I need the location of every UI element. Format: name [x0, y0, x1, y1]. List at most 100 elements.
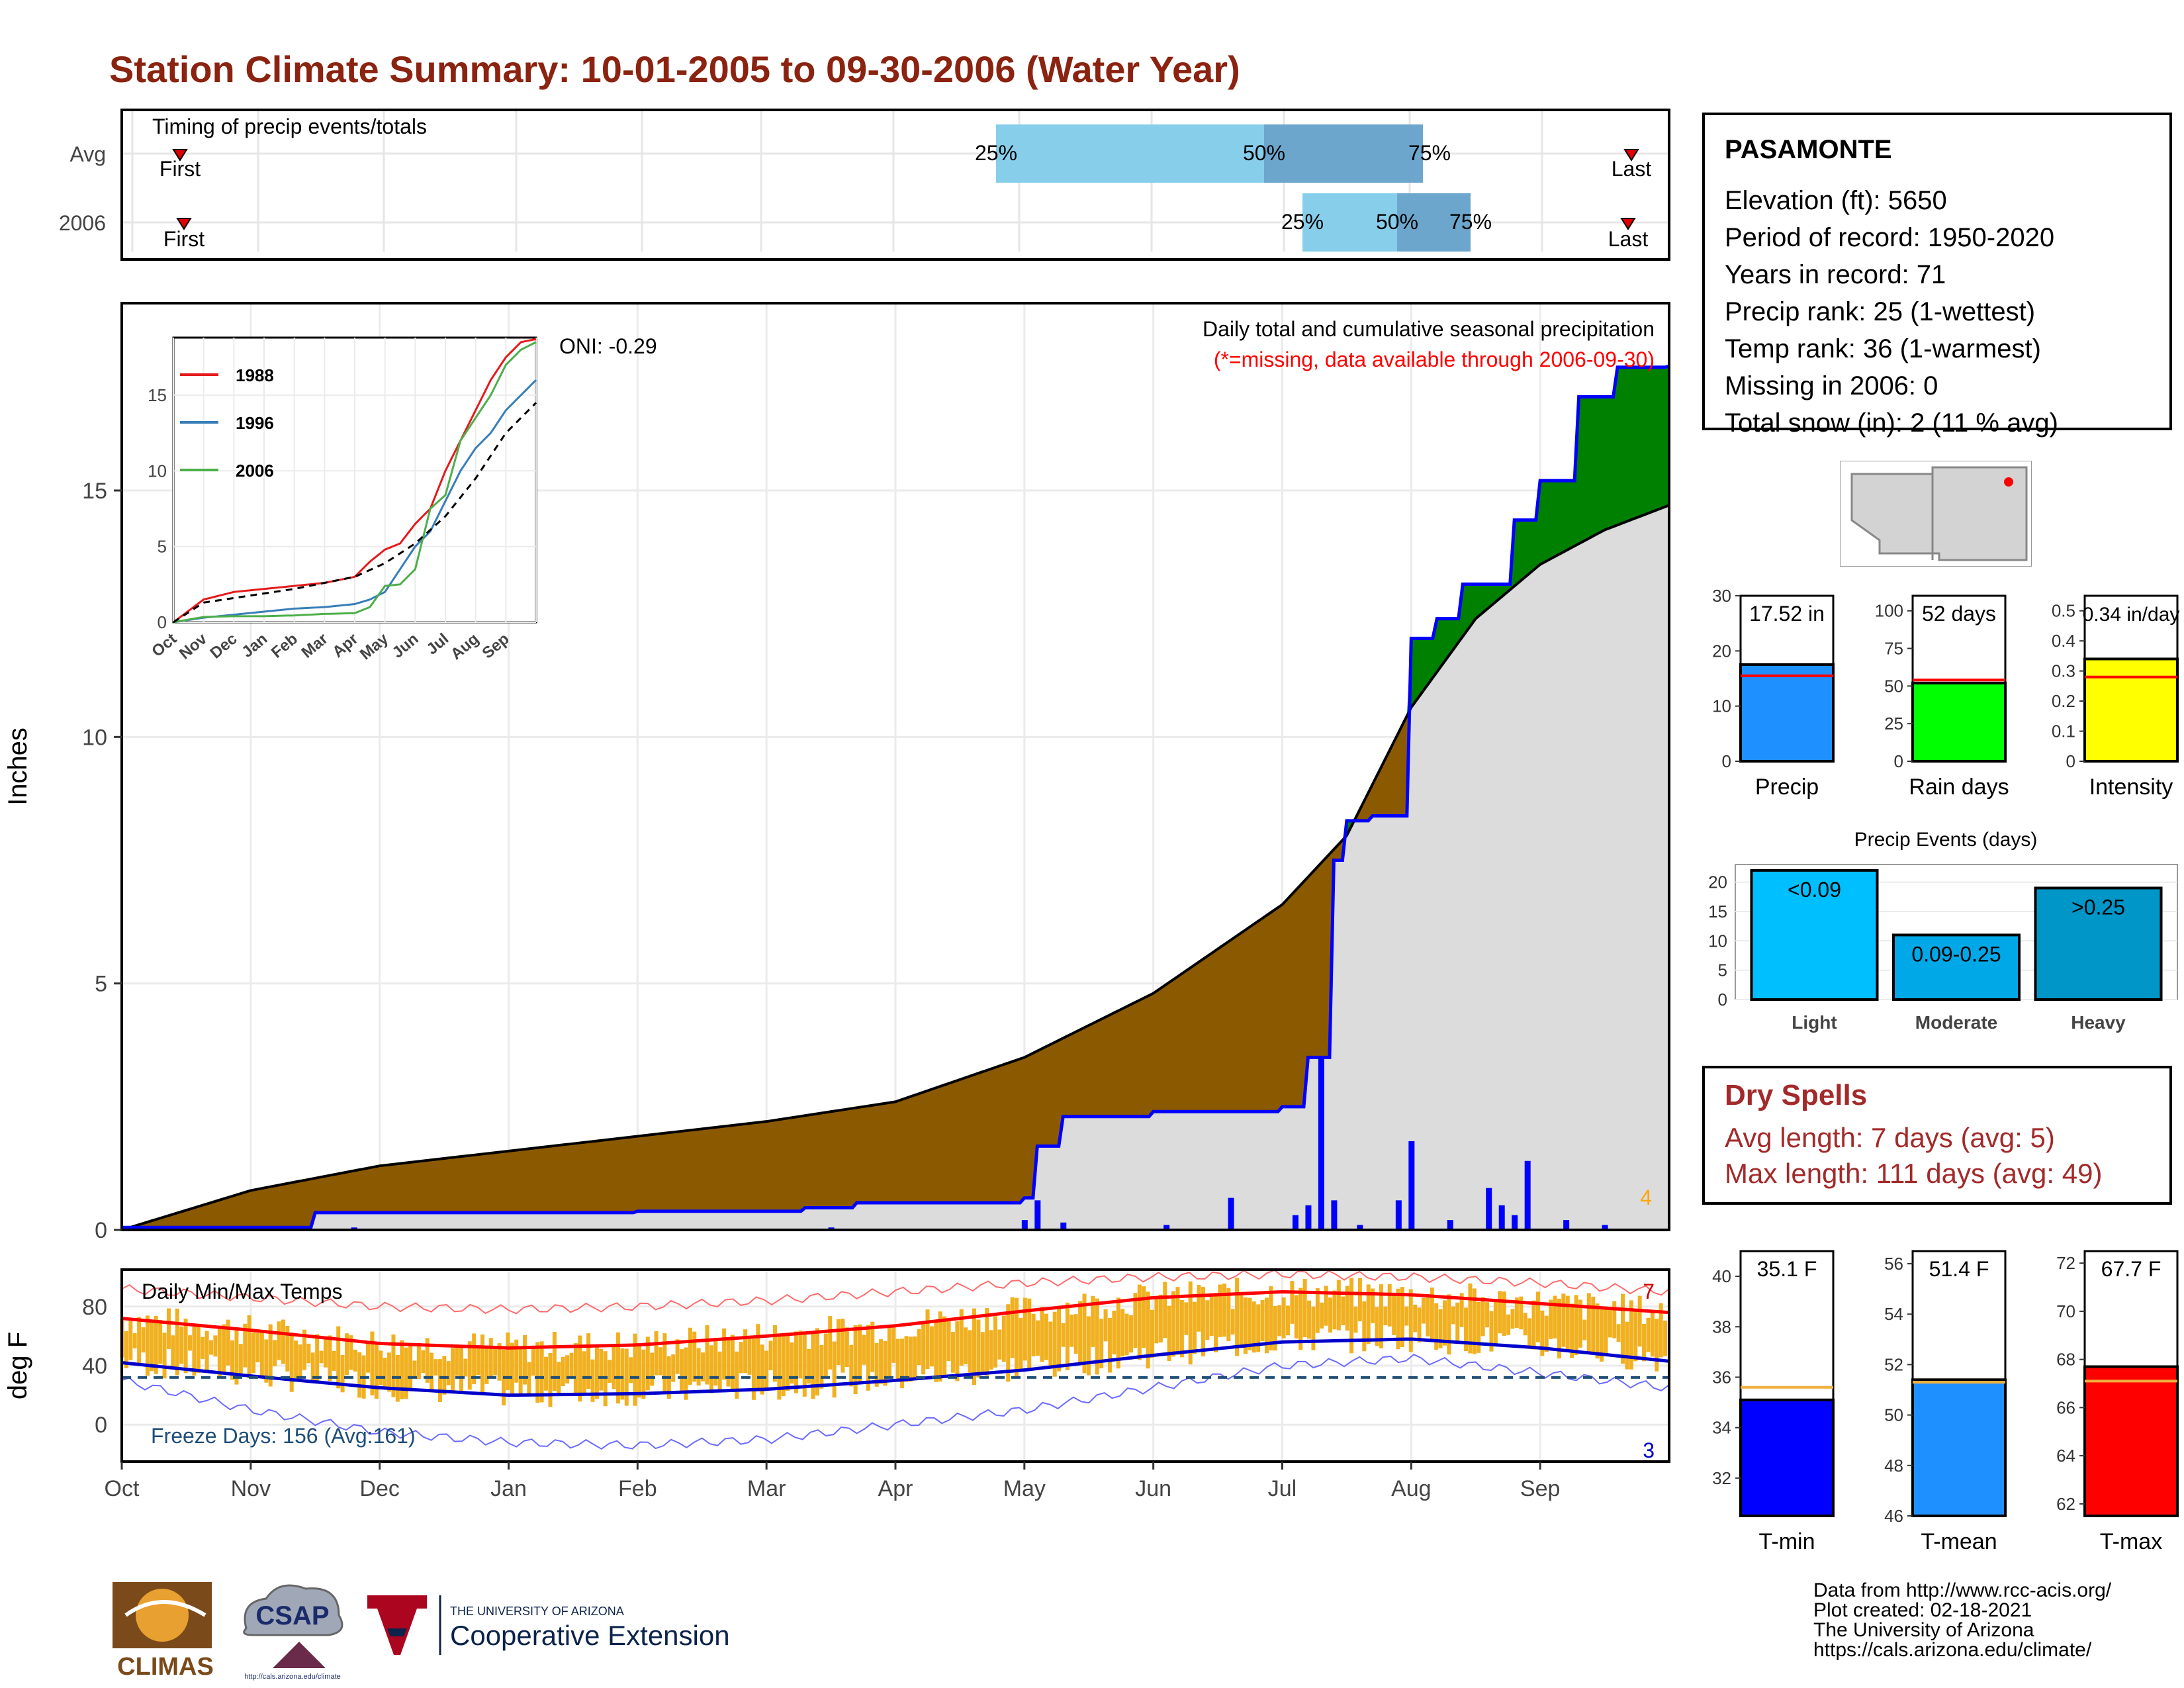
mini-y-tick-label: 64: [2056, 1446, 2075, 1466]
daily-temp-bar: [1315, 1288, 1320, 1333]
y-tick-label: 15: [82, 479, 107, 504]
daily-temp-bar: [684, 1347, 688, 1400]
daily-temp-bar: [1286, 1305, 1291, 1336]
daily-temp-bar: [1561, 1293, 1566, 1347]
daily-temp-bar: [599, 1348, 604, 1391]
daily-temp-bar: [196, 1323, 201, 1373]
daily-temp-bar: [671, 1354, 676, 1382]
daily-temp-bar: [688, 1327, 692, 1385]
mini-y-tick-label: 30: [1712, 586, 1731, 606]
daily-temp-bar: [925, 1309, 930, 1370]
daily-temp-bar: [1345, 1286, 1349, 1331]
daily-temp-bar: [217, 1328, 222, 1378]
events-y-tick-label: 15: [1708, 902, 1727, 921]
daily-temp-bar: [993, 1316, 998, 1368]
daily-temp-bar: [1519, 1296, 1524, 1330]
events-bar-light: [1750, 868, 1879, 1001]
daily-temp-bar: [1061, 1323, 1066, 1347]
daily-temp-bar: [1307, 1300, 1312, 1339]
footer-line-1: Data from http://www.rcc-acis.org/: [1813, 1579, 2112, 1601]
dry-spells-avg: Avg length: 7 days (avg: 5): [1725, 1122, 2055, 1153]
month-label: Jul: [1268, 1476, 1297, 1501]
Precip-bar: [1739, 663, 1835, 763]
daily-temp-bar: [1328, 1297, 1333, 1333]
daily-precip-bar: [1408, 1141, 1415, 1230]
month-label: Aug: [1391, 1476, 1432, 1501]
Intensity-value-label: 0.34 in/day: [2083, 604, 2180, 626]
daily-temp-bar: [1477, 1301, 1481, 1353]
daily-temp-bar: [1506, 1314, 1511, 1335]
daily-temp-bar: [1557, 1298, 1561, 1359]
daily-precip-bar: [1034, 1200, 1041, 1230]
daily-temp-bar: [1248, 1297, 1252, 1350]
T-min-xlabel: T-min: [1759, 1529, 1815, 1554]
daily-temp-bar: [255, 1333, 260, 1363]
mini-y-tick-label: 40: [1712, 1266, 1731, 1286]
daily-temp-bar: [1324, 1286, 1328, 1326]
csap-logo-text: CSAP: [255, 1601, 329, 1630]
daily-temp-bar: [1349, 1278, 1354, 1354]
daily-temp-bar: [437, 1359, 442, 1402]
daily-temp-bar: [1040, 1307, 1044, 1362]
daily-temp-bar: [874, 1342, 879, 1387]
daily-temp-bar: [1069, 1314, 1074, 1347]
daily-temp-bar: [1625, 1321, 1629, 1370]
daily-temp-bar: [1001, 1315, 1006, 1362]
daily-temp-bar: [777, 1333, 782, 1400]
daily-temp-bar: [1057, 1307, 1062, 1372]
daily-temp-bar: [1527, 1318, 1532, 1349]
daily-precip-bar: [1524, 1160, 1531, 1230]
events-y-tick-label: 0: [1718, 990, 1727, 1009]
daily-temp-bar: [1302, 1279, 1307, 1338]
daily-temp-bar: [828, 1316, 833, 1370]
last-marker-icon: [1623, 149, 1639, 162]
daily-temp-bar: [802, 1333, 807, 1397]
daily-temp-bar: [162, 1333, 167, 1379]
daily-temp-bar: [1612, 1301, 1617, 1338]
T-max-bar: [2083, 1365, 2179, 1517]
mini-y-tick-label: 0.4: [2052, 631, 2075, 651]
daily-temp-bar: [1510, 1309, 1515, 1329]
daily-temp-bar: [772, 1325, 777, 1382]
inset-x-tick-label: Jan: [238, 630, 271, 661]
timing-avg-first: First: [159, 157, 201, 181]
daily-temp-bar: [1124, 1313, 1129, 1356]
daily-temp-bar: [430, 1352, 434, 1392]
daily-precip-bar: [1563, 1220, 1570, 1230]
daily-temp-bar: [412, 1360, 417, 1378]
daily-temp-bar: [853, 1325, 858, 1395]
daily-temp-bar: [527, 1362, 531, 1396]
daily-temp-bar: [565, 1355, 570, 1383]
mini-y-tick-label: 0.2: [2052, 691, 2075, 711]
daily-temp-bar: [1375, 1307, 1379, 1346]
first-marker-icon: [172, 149, 188, 162]
daily-temp-bar: [506, 1332, 510, 1390]
events-y-tick-label: 20: [1708, 872, 1727, 892]
mini-y-tick-label: 0.5: [2052, 601, 2075, 621]
daily-temp-bar: [1214, 1293, 1218, 1352]
daily-temp-bar: [467, 1341, 472, 1390]
daily-temp-bar: [349, 1335, 353, 1370]
daily-temp-bar: [1553, 1295, 1557, 1338]
daily-temp-bar: [1167, 1305, 1171, 1361]
month-label: May: [1003, 1476, 1046, 1501]
mini-y-tick-label: 68: [2056, 1350, 2075, 1370]
daily-temp-bar: [908, 1336, 913, 1382]
timing-title: Timing of precip events/totals: [152, 115, 427, 138]
daily-temp-bar: [1103, 1309, 1108, 1342]
daily-temp-bar: [650, 1352, 655, 1386]
events-bar-label: 0.09-0.25: [1911, 942, 2001, 966]
daily-temp-bar: [416, 1346, 421, 1380]
daily-temp-bar: [302, 1329, 306, 1370]
daily-temp-bar: [1383, 1306, 1388, 1325]
daily-temp-bar: [1154, 1297, 1159, 1344]
mini-y-tick-label: 32: [1712, 1468, 1731, 1488]
daily-temp-bar: [408, 1345, 413, 1389]
daily-temp-bar: [1179, 1299, 1184, 1358]
record-low-count: 3: [1643, 1438, 1655, 1462]
daily-temp-bar: [1629, 1300, 1633, 1370]
observed-cumulative-line: [122, 364, 1670, 1229]
daily-temp-bar: [1142, 1286, 1146, 1348]
daily-temp-bar: [1256, 1304, 1261, 1352]
daily-temp-bar: [1544, 1315, 1549, 1352]
